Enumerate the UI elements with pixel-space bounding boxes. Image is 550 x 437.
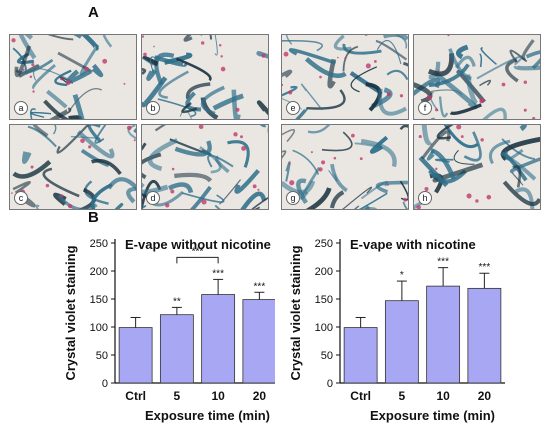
significance-marker: *** <box>212 268 224 279</box>
y-tick-label: 250 <box>90 238 108 250</box>
significance-marker: *** <box>254 281 266 292</box>
bar-20 <box>467 287 502 384</box>
micrograph-label-h: h <box>418 191 432 205</box>
bar-5 <box>384 300 419 384</box>
bar-Ctrl <box>343 327 378 384</box>
micrograph-d: d <box>141 124 269 210</box>
micrograph-group-left: a b c d <box>9 34 269 210</box>
comparison-bracket <box>176 256 219 264</box>
y-tick-label: 50 <box>96 350 108 362</box>
micrograph-texture <box>10 35 136 119</box>
micrograph-c: c <box>9 124 137 210</box>
x-tick-label: 5 <box>174 389 181 403</box>
micrograph-label-f: f <box>418 101 432 115</box>
bar-10 <box>201 294 236 384</box>
chart-title: E-vape without nicotine <box>125 237 271 252</box>
micrograph-g: g <box>281 124 409 210</box>
significance-marker: *** <box>437 257 449 268</box>
y-tick-label: 150 <box>315 294 333 306</box>
y-axis-label: Crystal violet staining <box>288 245 303 380</box>
micrograph-b: b <box>141 34 269 120</box>
y-tick-label: 0 <box>327 378 333 390</box>
micrograph-group-right: e f g h <box>281 34 541 210</box>
chart-title: E-vape with nicotine <box>350 237 476 252</box>
bar-5 <box>159 314 194 384</box>
micrograph-label-d: d <box>146 191 160 205</box>
y-tick-label: 250 <box>315 238 333 250</box>
micrograph-label-e: e <box>286 101 300 115</box>
micrograph-texture <box>414 35 540 119</box>
micrograph-label-b: b <box>146 101 160 115</box>
bar-20 <box>242 299 275 384</box>
micrograph-texture <box>282 35 408 119</box>
micrograph-label-c: c <box>14 191 28 205</box>
y-tick-label: 200 <box>315 266 333 278</box>
y-tick-label: 0 <box>102 378 108 390</box>
micrograph-h: h <box>413 124 541 210</box>
x-tick-label: 10 <box>211 389 225 403</box>
x-axis-label: Exposure time (min) <box>370 408 495 423</box>
y-axis-label: Crystal violet staining <box>63 245 78 380</box>
y-tick-label: 50 <box>321 350 333 362</box>
y-tick-label: 150 <box>90 294 108 306</box>
micrograph-f: f <box>413 34 541 120</box>
comparison-bracket-label: *** <box>192 246 204 257</box>
y-tick-label: 100 <box>90 322 108 334</box>
significance-marker: *** <box>479 262 491 273</box>
panel-label-b: B <box>88 209 99 226</box>
x-tick-label: 10 <box>436 389 450 403</box>
bar-Ctrl <box>118 327 153 384</box>
significance-marker: ** <box>173 296 181 307</box>
micrograph-a: a <box>9 34 137 120</box>
micrograph-label-g: g <box>286 191 300 205</box>
micrograph-e: e <box>281 34 409 120</box>
micrograph-texture <box>414 125 540 209</box>
bar-10 <box>426 285 461 384</box>
bar-chart-without-nicotine: 0 50 100 150 200 250 Crystal violet staining Ct… <box>63 237 275 423</box>
significance-marker: * <box>400 270 404 281</box>
micrograph-texture <box>282 125 408 209</box>
panel-label-a: A <box>88 4 99 21</box>
y-tick-label: 100 <box>315 322 333 334</box>
micrograph-texture <box>142 35 268 119</box>
micrograph-texture <box>142 125 268 209</box>
x-tick-label: 20 <box>253 389 267 403</box>
y-tick-label: 200 <box>90 266 108 278</box>
x-axis-label: Exposure time (min) <box>145 408 270 423</box>
micrograph-texture <box>10 125 136 209</box>
micrograph-label-a: a <box>14 101 28 115</box>
bar-chart-with-nicotine: 0 50 100 150 200 250 Crystal violet staining Ct… <box>288 237 505 423</box>
x-tick-label: 5 <box>399 389 406 403</box>
x-tick-label: Ctrl <box>350 389 371 403</box>
x-tick-label: 20 <box>478 389 492 403</box>
x-tick-label: Ctrl <box>125 389 146 403</box>
